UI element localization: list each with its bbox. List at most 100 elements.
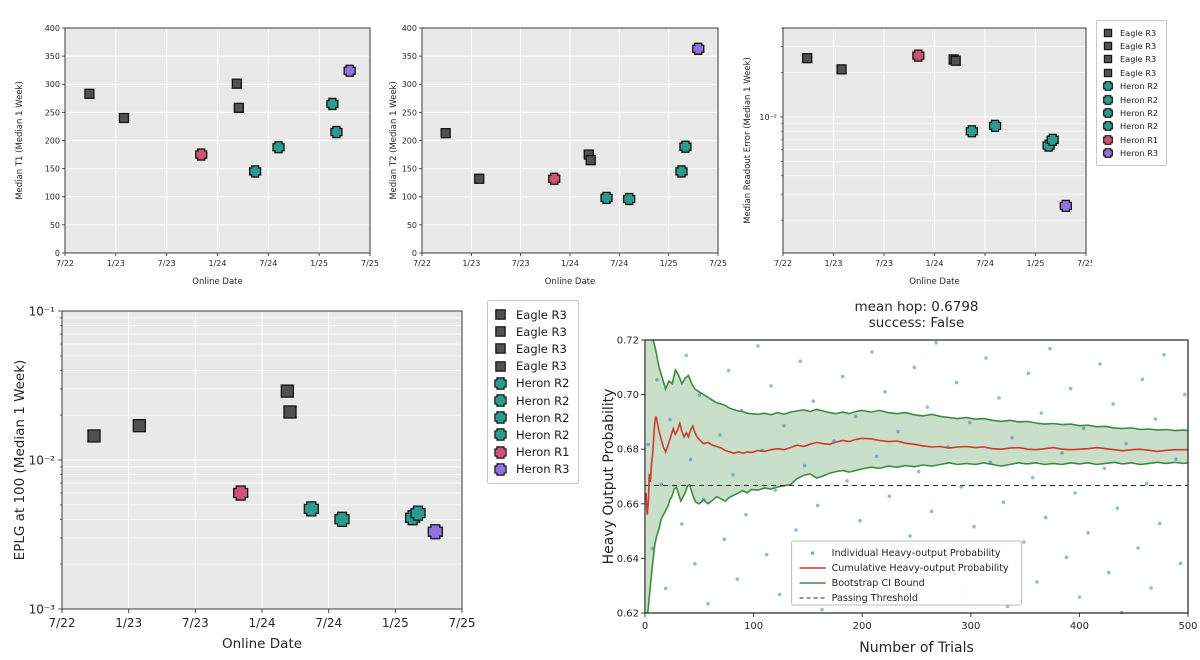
square-marker-icon	[1103, 55, 1113, 64]
legend-item-heron-r2: Heron R2	[1103, 80, 1158, 93]
hop-dot	[735, 577, 740, 581]
marker-eagle-r3	[231, 78, 242, 89]
plot-spines	[644, 339, 1189, 614]
x-tick-label: 1/24	[561, 259, 579, 268]
gridlines	[61, 310, 463, 610]
hop-dot	[697, 393, 702, 397]
y-tick-label: 300	[402, 80, 417, 89]
y-tick-label: 350	[402, 52, 417, 61]
hop-dot	[1086, 530, 1090, 535]
legend-item-label: Passing Threshold	[832, 593, 918, 604]
legend-item-text: Eagle R3	[516, 324, 567, 339]
legend-item-text: Heron R2	[516, 410, 570, 425]
median-t2-plot: 7/22 1/23 7/23 1/24 7/24 1/25 7/25 0 50 100 150 200…	[389, 24, 727, 287]
y-tick-label: 0.70	[617, 390, 639, 401]
plus-marker-icon	[1103, 134, 1113, 145]
y-tick-label: 250	[45, 108, 60, 117]
x-tick-label: 1/24	[249, 616, 276, 630]
x-tick-label: 100	[744, 621, 763, 632]
hop-dot	[668, 417, 672, 422]
marker-heron-r2	[679, 140, 692, 153]
x-axis-label: Online Date	[222, 636, 302, 652]
chart-title-line2: success: False	[869, 315, 965, 331]
marker-heron-r1	[195, 148, 208, 161]
legend-item-eagle-r3: Eagle R3	[1103, 26, 1158, 39]
hop-dot	[916, 469, 921, 474]
legend-item-text: Heron R2	[1120, 81, 1159, 92]
hop-dot	[1157, 521, 1162, 526]
chart-median-t2: 7/22 1/23 7/23 1/24 7/24 1/25 7/25 0 50 100 150 200…	[386, 6, 730, 290]
hop-dot	[1030, 475, 1035, 480]
marker-eagle-r3	[440, 128, 451, 139]
marker-heron-r2	[675, 165, 688, 178]
legend-item-eagle-r3: Eagle R3	[494, 340, 570, 357]
legend-item-text: Heron R1	[516, 445, 570, 460]
hop-dot	[946, 445, 950, 449]
legend-item-heron-r1: Heron R1	[494, 444, 570, 461]
y-tick-label: 200	[45, 136, 60, 145]
hop-dot	[988, 460, 993, 465]
legend-item-heron-r2: Heron R2	[494, 392, 570, 409]
hop-dot	[1162, 352, 1166, 357]
y-tick-label: 50	[50, 221, 60, 230]
plus-marker-icon	[1103, 108, 1113, 118]
y-tick-label: 50	[407, 221, 417, 230]
hop-dot	[782, 423, 786, 428]
hop-dot	[739, 408, 744, 413]
hop-dot	[1102, 466, 1107, 471]
marker-heron-r2	[330, 125, 343, 139]
plot-spines	[782, 27, 1087, 254]
x-tick-label: 7/24	[976, 259, 994, 268]
marker-heron-r3	[692, 42, 705, 55]
cumulative-line-group	[645, 416, 1188, 515]
marker-heron-r2	[600, 191, 613, 205]
hop-dot	[1001, 500, 1006, 504]
y-axis-label: Heavy Output Probability	[601, 389, 617, 565]
hop-dot	[811, 399, 816, 403]
x-tick-label: 1/23	[462, 259, 480, 268]
y-tick-label: 350	[45, 52, 60, 61]
marker-eagle-r3	[132, 419, 146, 433]
marker-heron-r1	[548, 172, 561, 185]
x-tick-label: 1/24	[926, 259, 944, 268]
x-tick-label: 7/22	[49, 616, 76, 630]
hop-dot	[997, 396, 1001, 400]
hop-dot	[659, 482, 664, 486]
y-axis-label: EPLG at 100 (Median 1 Week)	[12, 360, 28, 561]
legend-item-heron-r2: Heron R2	[1103, 120, 1158, 133]
marker-eagle-r3	[84, 88, 95, 99]
marker-heron-r3	[343, 64, 356, 77]
legend-item-heron-r2: Heron R2	[494, 426, 570, 443]
x-tick-label: 1/25	[1027, 259, 1045, 268]
hop-dot	[1010, 435, 1014, 440]
legend-item-text: Heron R1	[1120, 134, 1159, 145]
chart-eplg: 7/22 1/23 7/23 1/24 7/24 1/25 7/25 10⁻¹ 10⁻² 10⁻³…	[8, 296, 486, 654]
x-tick-label: 7/22	[413, 259, 431, 268]
chart-heavy-output-probability: 0 100 200 300 400 500 0.62 0.64 0.66 0.68 0.70 0.72…	[600, 296, 1200, 660]
hop-dot	[1182, 392, 1187, 397]
hop-dot	[1081, 426, 1086, 431]
readout-error-plot: 7/22 1/23 7/23 1/24 7/24 1/25 7/25 10⁻² Online D…	[743, 27, 1092, 287]
hop-dot	[840, 374, 845, 379]
marker-eagle-r3	[836, 64, 847, 75]
legend-item-eagle-r3: Eagle R3	[494, 306, 570, 323]
marker-heron-r3	[1059, 199, 1072, 213]
x-tick-label: 7/23	[182, 616, 209, 630]
hop-dot	[1149, 586, 1153, 590]
x-tick-label: 7/23	[875, 259, 893, 268]
legend-item-text: Eagle R3	[516, 307, 567, 322]
hop-dot	[722, 537, 727, 542]
hop-dot	[688, 457, 693, 462]
x-tick-label: 1/25	[660, 259, 678, 268]
y-tick-label: 150	[45, 165, 60, 174]
x-tick-label: 7/25	[361, 259, 379, 268]
y-tick-label: 0	[412, 249, 417, 258]
hop-dot	[929, 509, 934, 514]
plus-marker-icon	[494, 377, 507, 390]
hop-dot	[1106, 570, 1111, 575]
hop-dot	[680, 522, 684, 526]
hop-dot	[794, 528, 798, 532]
hop-dot	[1140, 377, 1145, 382]
hop-dot	[1043, 515, 1048, 520]
hop-dot	[760, 448, 765, 453]
